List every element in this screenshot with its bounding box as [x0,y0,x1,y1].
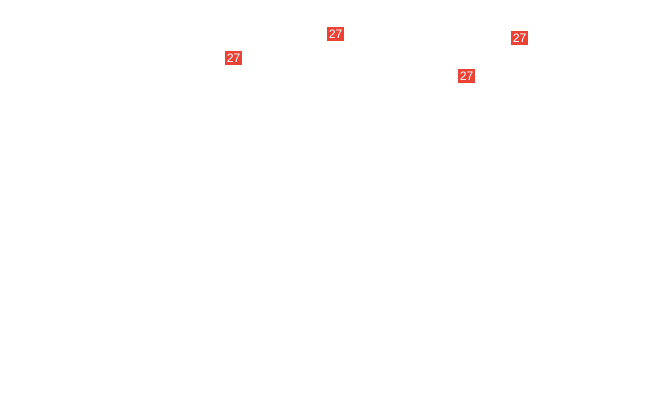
label-badge: 27 [327,27,344,41]
label-badge: 27 [458,69,475,83]
label-badge: 27 [511,31,528,45]
label-badge: 27 [225,51,242,65]
